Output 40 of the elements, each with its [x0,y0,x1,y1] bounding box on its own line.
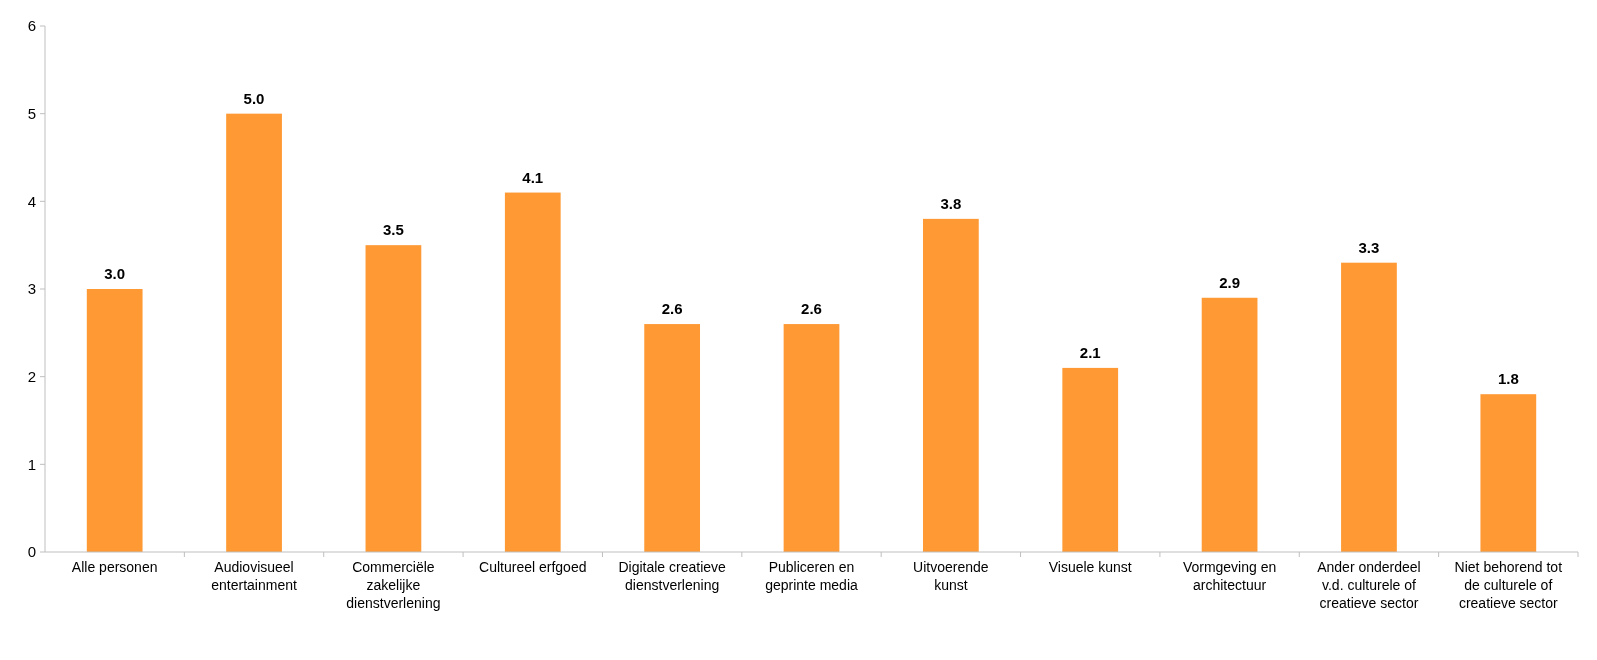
x-tick-label: Vormgeving en architectuur [1182,559,1277,593]
bar [922,218,979,552]
x-tick-label: Publiceren en geprinte media [765,559,859,593]
data-label: 3.5 [382,221,404,239]
bar [1341,262,1397,552]
data-label: 4.1 [522,168,544,186]
y-tick-label: 2 [27,367,36,385]
data-label: 1.8 [1497,370,1519,388]
x-tick-label: Visuele kunst [1048,559,1132,575]
y-tick-label: 3 [27,280,36,298]
data-label: 5.0 [243,89,265,107]
bar [86,289,143,552]
x-tick-label: Cultureel erfgoed [479,559,587,575]
data-label: 2.1 [1079,343,1101,361]
x-tick-label: Ander onderdeel v.d. culturele of creatieve sector [1317,559,1421,611]
x-tick-label: Commerciële zakelijke dienstverlening [346,559,441,611]
y-tick-label: 0 [27,543,36,561]
bar [783,324,840,552]
data-label: 2.6 [801,300,822,318]
x-tick-label: Digitale creatieve dienstverlening [618,559,727,593]
y-tick-label: 5 [27,104,36,122]
data-label: 3.0 [104,265,126,282]
bar [1201,297,1258,552]
y-tick-label: 6 [27,17,36,35]
bar [504,192,561,552]
bar [226,113,282,552]
bar [365,245,422,552]
data-label: 3.3 [1358,238,1380,256]
x-tick-label: Audiovisueel entertainment [211,559,297,593]
data-label: 2.6 [661,300,683,318]
data-label: 2.9 [1219,273,1241,291]
x-tick-label: Uitvoerende kunst [913,559,989,593]
bar [1062,367,1119,552]
x-tick-label: Niet behorend tot de culturele of creatieve sector [1454,559,1563,611]
x-tick-label: Alle personen [71,559,158,575]
bar [1480,394,1537,552]
y-tick-label: 1 [27,455,36,473]
bar [644,324,701,552]
data-label: 3.8 [940,194,962,212]
y-tick-label: 4 [27,192,36,210]
